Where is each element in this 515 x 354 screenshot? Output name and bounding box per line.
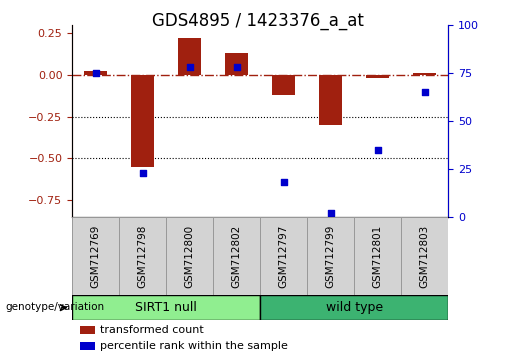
FancyBboxPatch shape [72, 295, 260, 320]
Point [92, 70, 100, 76]
Bar [272, 75, 295, 95]
Bar [80, 342, 95, 350]
FancyBboxPatch shape [213, 217, 260, 295]
Bar [225, 53, 248, 75]
Bar [366, 75, 389, 78]
FancyBboxPatch shape [166, 217, 213, 295]
Bar [84, 71, 107, 75]
Text: genotype/variation: genotype/variation [6, 302, 105, 312]
Text: GSM712801: GSM712801 [372, 224, 383, 287]
Text: GSM712803: GSM712803 [420, 224, 430, 287]
Text: transformed count: transformed count [100, 325, 204, 335]
FancyBboxPatch shape [119, 217, 166, 295]
Text: GDS4895 / 1423376_a_at: GDS4895 / 1423376_a_at [151, 12, 364, 30]
Bar [413, 73, 436, 75]
Bar [319, 75, 342, 125]
Point [280, 179, 288, 185]
FancyBboxPatch shape [401, 217, 448, 295]
FancyBboxPatch shape [260, 217, 307, 295]
Text: GSM712797: GSM712797 [279, 224, 288, 288]
FancyBboxPatch shape [72, 217, 119, 295]
Bar [80, 326, 95, 334]
Text: GSM712802: GSM712802 [232, 224, 242, 287]
Text: GSM712769: GSM712769 [91, 224, 100, 288]
Text: GSM712800: GSM712800 [184, 224, 195, 287]
Point [139, 170, 147, 176]
Bar [131, 75, 154, 167]
Text: SIRT1 null: SIRT1 null [135, 301, 197, 314]
Bar [178, 38, 201, 75]
Text: percentile rank within the sample: percentile rank within the sample [100, 341, 288, 350]
Text: wild type: wild type [325, 301, 383, 314]
Point [373, 147, 382, 153]
Point [327, 210, 335, 216]
Point [185, 64, 194, 70]
FancyBboxPatch shape [307, 217, 354, 295]
Point [232, 64, 241, 70]
FancyBboxPatch shape [260, 295, 448, 320]
Point [420, 89, 428, 95]
Text: GSM712799: GSM712799 [325, 224, 336, 288]
FancyBboxPatch shape [354, 217, 401, 295]
Text: GSM712798: GSM712798 [138, 224, 148, 288]
